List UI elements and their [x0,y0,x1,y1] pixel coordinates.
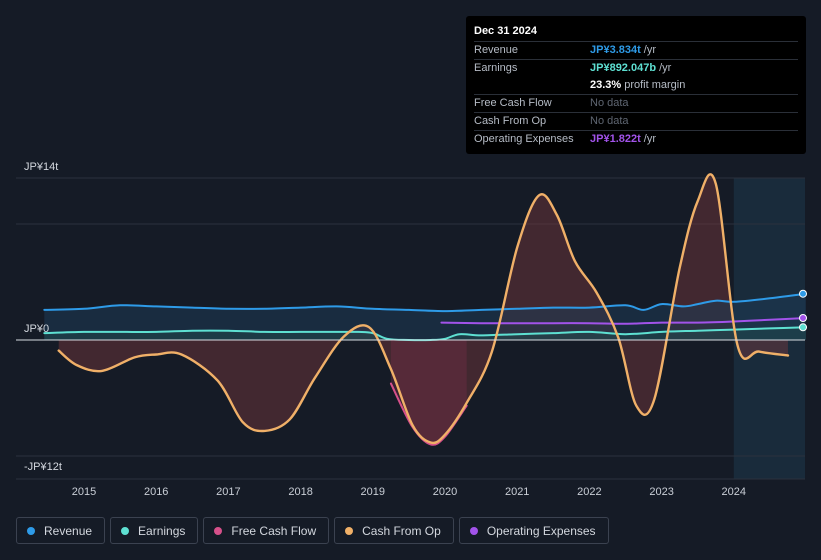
tooltip-label: Cash From Op [474,115,547,127]
earnings-endpoint [799,323,807,332]
cash-from-op-line [57,173,790,445]
series-lines [43,173,807,446]
tooltip-unit: /yr [643,44,656,56]
legend-label: Earnings [138,523,186,538]
tooltip-value: No data [590,115,629,127]
tooltip-panel: Dec 31 2024 Revenue JP¥3.834t /yr Earnin… [466,16,806,154]
operating-expenses-line [440,317,807,325]
tooltip-value: No data [590,97,629,109]
tooltip-row-free-cash-flow: Free Cash Flow No data [474,94,798,112]
tooltip-row-cash-from-op: Cash From Op No data [474,112,798,130]
legend-item-earnings[interactable]: Earnings [110,517,199,544]
cash-from-op-area [58,174,788,443]
legend-dot-icon [345,526,354,535]
legend-dot-icon [214,526,223,535]
tooltip-label: Operating Expenses [474,133,574,145]
tooltip-label [474,77,590,94]
y-tick-label: JP¥0 [24,323,49,335]
revenue-endpoint [799,289,807,298]
legend-label: Revenue [44,523,93,538]
x-tick-label: 2017 [216,486,240,498]
free-cash-flow-area [390,340,467,445]
legend-label: Operating Expenses [486,523,596,538]
x-tick-label: 2023 [649,486,673,498]
tooltip-row-revenue: Revenue JP¥3.834t /yr [474,41,798,59]
y-tick-label: JP¥14t [24,161,58,173]
tooltip-label: Earnings [474,62,518,74]
operating-expenses-endpoint [799,314,807,323]
x-tick-label: 2019 [361,486,385,498]
tooltip-unit: /yr [643,133,656,145]
earnings-area [44,327,807,341]
tooltip-value: JP¥892.047b [590,62,657,74]
tooltip-label: Free Cash Flow [474,97,552,109]
x-tick-label: 2022 [577,486,601,498]
legend-dot-icon [27,526,35,535]
gridlines [16,177,805,480]
legend: Revenue Earnings Free Cash Flow Cash Fro… [16,517,614,544]
x-tick-label: 2024 [722,486,746,498]
x-tick-label: 2018 [288,486,312,498]
legend-item-cash-from-op[interactable]: Cash From Op [334,517,454,544]
x-tick-label: 2015 [72,486,96,498]
tooltip-date: Dec 31 2024 [474,25,537,37]
legend-label: Cash From Op [362,523,441,538]
legend-label: Free Cash Flow [231,523,317,538]
legend-dot-icon [469,526,478,535]
legend-item-revenue[interactable]: Revenue [16,517,106,544]
y-tick-label: -JP¥12t [24,461,62,473]
series-endpoints [799,289,807,332]
tooltip-value: JP¥3.834t [590,44,641,56]
tooltip-value: 23.3% [590,79,622,91]
legend-item-operating-expenses[interactable]: Operating Expenses [458,517,609,544]
tooltip-row-profit-margin: 23.3% profit margin [474,77,798,94]
legend-item-free-cash-flow[interactable]: Free Cash Flow [203,517,330,544]
y-axis-labels: JP¥14t JP¥0 -JP¥12t [24,161,62,473]
legend-dot-icon [121,526,130,535]
tooltip-unit: profit margin [624,79,686,91]
x-tick-label: 2020 [433,486,457,498]
tooltip-row-earnings: Earnings JP¥892.047b /yr [474,59,798,77]
tooltip-label: Revenue [474,44,519,56]
x-tick-label: 2021 [505,486,529,498]
revenue-line [43,292,807,313]
tooltip-row-operating-expenses: Operating Expenses JP¥1.822t /yr [474,130,798,148]
tooltip-unit: /yr [659,62,672,74]
x-tick-label: 2016 [144,486,168,498]
tooltip-value: JP¥1.822t [590,133,641,145]
x-axis-labels: 2015 2016 2017 2018 2019 2020 2021 2022 2023 2024 [72,486,746,498]
